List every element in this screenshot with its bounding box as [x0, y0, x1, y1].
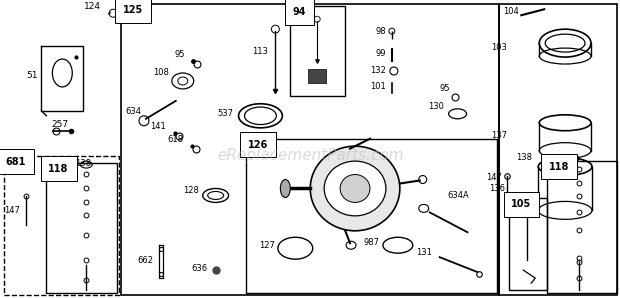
Text: eReplacementParts.com: eReplacementParts.com	[217, 148, 404, 163]
Text: 124: 124	[84, 2, 101, 11]
Text: 118: 118	[549, 162, 570, 172]
Text: 51: 51	[26, 72, 37, 80]
Text: 537: 537	[218, 109, 234, 118]
Text: 118: 118	[48, 164, 69, 174]
Text: 132: 132	[370, 66, 386, 75]
Bar	[121, 4, 499, 295]
Text: 141: 141	[150, 122, 166, 131]
Text: 125: 125	[123, 5, 143, 15]
Bar	[308, 69, 326, 83]
Text: 138: 138	[75, 159, 91, 168]
Text: 94: 94	[292, 7, 306, 17]
Text: 126: 126	[247, 140, 268, 150]
Text: 128: 128	[183, 186, 199, 195]
Text: 104: 104	[503, 7, 520, 16]
Text: 103: 103	[492, 43, 507, 52]
Text: 681: 681	[6, 157, 26, 167]
Text: 105: 105	[512, 199, 531, 209]
Text: 95: 95	[439, 84, 450, 93]
Bar	[510, 198, 547, 290]
Text: 131: 131	[416, 248, 432, 257]
Text: 137: 137	[492, 131, 507, 140]
Text: 618: 618	[168, 135, 184, 144]
Text: 634: 634	[125, 107, 141, 116]
Ellipse shape	[340, 175, 370, 202]
Bar	[4, 156, 119, 295]
Text: 95: 95	[174, 50, 185, 59]
Text: 130: 130	[428, 102, 444, 111]
Text: 147: 147	[4, 206, 19, 215]
Text: 108: 108	[153, 68, 169, 77]
Text: 127: 127	[260, 241, 275, 250]
Text: 636: 636	[192, 264, 208, 273]
Ellipse shape	[280, 179, 290, 198]
Text: 147: 147	[487, 173, 502, 182]
Bar	[499, 4, 617, 295]
Text: 99: 99	[375, 49, 386, 58]
Ellipse shape	[324, 161, 386, 216]
Text: 113: 113	[252, 46, 268, 56]
Bar	[46, 163, 117, 293]
Text: 98: 98	[375, 27, 386, 36]
Text: 987: 987	[364, 238, 380, 247]
Bar	[290, 6, 345, 96]
Bar	[547, 161, 617, 293]
Text: 662: 662	[137, 256, 153, 265]
Text: 634A: 634A	[448, 191, 469, 200]
Bar	[246, 139, 497, 293]
Text: 138: 138	[516, 153, 533, 162]
Ellipse shape	[310, 146, 400, 231]
Text: 257: 257	[51, 120, 68, 129]
Text: 101: 101	[370, 83, 386, 91]
Text: 136: 136	[489, 184, 505, 193]
